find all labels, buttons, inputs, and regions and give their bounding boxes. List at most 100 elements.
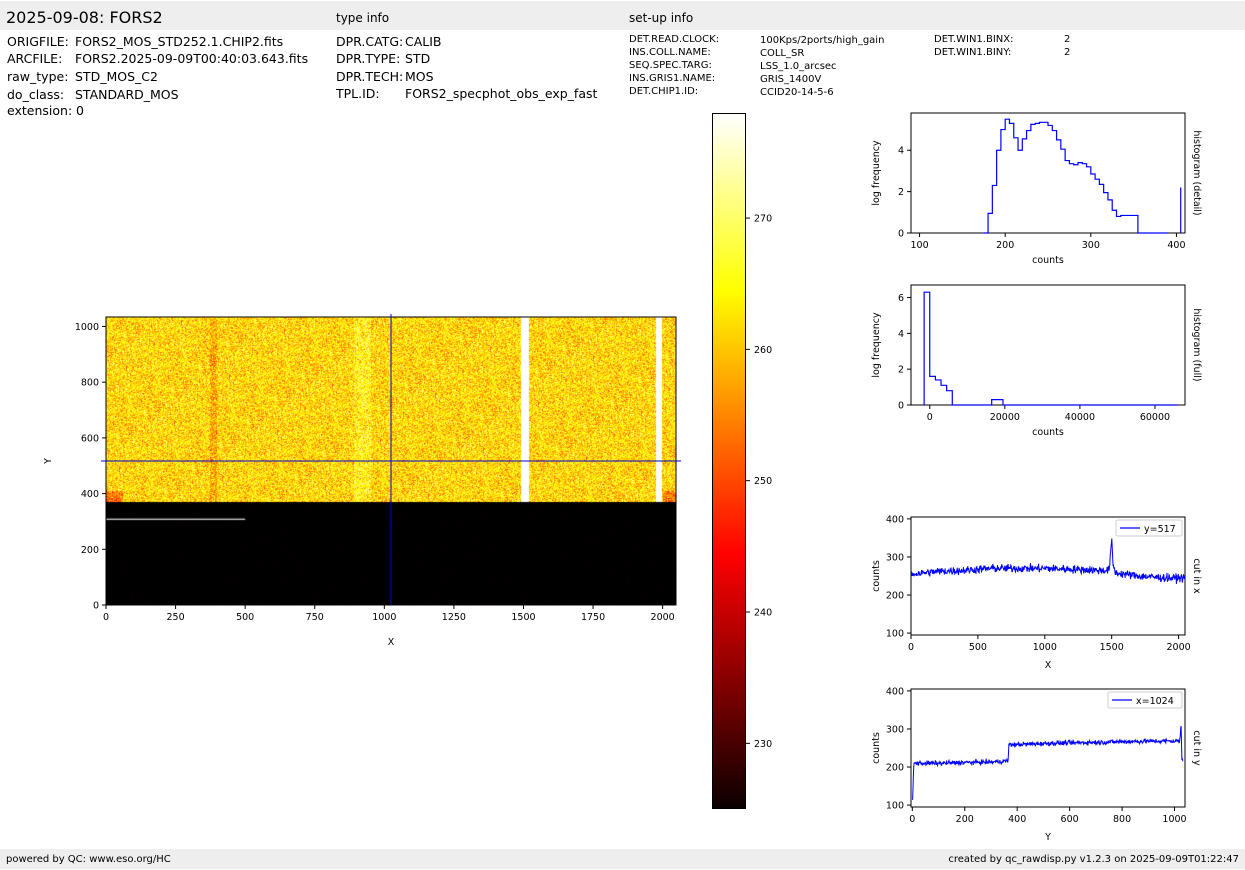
y-tick-label: 800: [81, 378, 99, 389]
cut-x-frame: [910, 516, 1186, 636]
y-tick-label: 0: [93, 601, 99, 612]
x-axis-label: Y: [1044, 832, 1051, 843]
x-tick-label: 1250: [442, 612, 466, 623]
y-tick-label: 6: [898, 293, 904, 304]
file-info-key: raw_type:: [7, 69, 69, 84]
setup-info-key: INS.GRIS1.NAME:: [629, 73, 716, 84]
x-tick-label: 1500: [1100, 642, 1124, 653]
x-tick-label: 250: [167, 612, 185, 623]
footer-band: [0, 849, 1245, 869]
y-axis-label: counts: [871, 560, 882, 592]
x-tick-label: 0: [909, 814, 915, 825]
x-tick-label: 750: [306, 612, 324, 623]
setup-info-key: DET.READ.CLOCK:: [629, 34, 720, 45]
y-tick-label: 0: [898, 229, 904, 240]
type-info-key: DPR.CATG:: [336, 34, 404, 49]
setup-info-key: DET.CHIP1.ID:: [629, 86, 699, 97]
x-tick-label: 0: [103, 612, 109, 623]
x-tick-label: 500: [236, 612, 254, 623]
x-tick-label: 400: [1167, 240, 1185, 251]
x-tick-label: 60000: [1140, 412, 1170, 423]
setup-info-value: CCID20-14-5-6: [760, 87, 834, 98]
x-tick-label: 1000: [372, 612, 396, 623]
setup-info-value: 2: [1064, 47, 1071, 58]
y-tick-label: 200: [886, 763, 904, 774]
setup-info-value: COLL_SR: [760, 48, 805, 59]
file-info-value: FORS2.2025-09-09T00:40:03.643.fits: [75, 51, 309, 66]
setup-info-value: GRIS_1400V: [760, 74, 822, 85]
x-axis-label: X: [1045, 660, 1052, 671]
y-tick-label: 100: [886, 629, 904, 640]
x-tick-label: 1000: [1033, 642, 1057, 653]
cut-y-series: [912, 725, 1184, 800]
type-info-value: MOS: [405, 69, 434, 84]
colorbar-tick-label: 270: [754, 214, 772, 225]
file-info-key: do_class:: [7, 87, 65, 102]
histogram-series: [923, 291, 1178, 406]
x-tick-label: 200: [996, 240, 1014, 251]
file-info-value: STD_MOS_C2: [75, 69, 158, 84]
cut-y-frame: [910, 688, 1186, 808]
y-axis-label: counts: [871, 732, 882, 764]
x-tick-label: 800: [1113, 814, 1131, 825]
x-tick-label: 1000: [1162, 814, 1186, 825]
x-axis-label: X: [388, 637, 395, 648]
y-tick-label: 4: [898, 146, 904, 157]
type-info-heading: type info: [336, 11, 390, 25]
type-info-key: DPR.TECH:: [336, 69, 404, 84]
y-tick-label: 300: [886, 552, 904, 563]
colorbar-tick-label: 240: [754, 608, 772, 619]
x-axis-label: counts: [1032, 255, 1064, 266]
setup-info-heading: set-up info: [629, 11, 694, 25]
file-info-value: STANDARD_MOS: [75, 87, 179, 102]
y-tick-label: 400: [886, 514, 904, 525]
legend-label: y=517: [1144, 524, 1176, 535]
y-tick-label: 4: [898, 329, 904, 340]
file-info-key: ORIGFILE:: [7, 34, 69, 49]
y-tick-label: 2: [898, 187, 904, 198]
y-tick-label: 300: [886, 724, 904, 735]
colorbar-tick-label: 230: [754, 739, 772, 750]
setup-info-value: 2: [1064, 34, 1071, 45]
y-axis-label: log frequency: [871, 140, 882, 206]
footer-created-by: created by qc_rawdisp.py v1.2.3 on 2025-…: [948, 854, 1239, 865]
type-info-value: FORS2_specphot_obs_exp_fast: [405, 86, 598, 101]
colorbar-tick-label: 250: [754, 476, 772, 487]
colorbar: [712, 113, 746, 809]
setup-info-key: DET.WIN1.BINY:: [934, 47, 1012, 58]
y-tick-label: 2: [898, 365, 904, 376]
y-tick-label: 600: [81, 433, 99, 444]
y-axis-label: log frequency: [871, 312, 882, 378]
file-info-value: FORS2_MOS_STD252.1.CHIP2.fits: [75, 34, 284, 49]
cut-x-series: [910, 538, 1186, 585]
footer-powered-by: powered by QC: www.eso.org/HC: [6, 854, 171, 865]
x-tick-label: 1750: [581, 612, 605, 623]
legend-box: [1115, 519, 1183, 537]
file-info-key: ARCFILE:: [7, 51, 63, 66]
hist-detail-frame: [910, 112, 1186, 234]
setup-info-key: DET.WIN1.BINX:: [934, 34, 1014, 45]
type-info-key: TPL.ID:: [336, 86, 380, 101]
x-tick-label: 100: [910, 240, 928, 251]
x-tick-label: 1500: [511, 612, 535, 623]
page-title: 2025-09-08: FORS2: [6, 8, 163, 27]
file-info-key: extension:: [7, 103, 73, 118]
x-tick-label: 500: [969, 642, 987, 653]
colorbar-tick-label: 260: [754, 345, 772, 356]
x-tick-label: 40000: [1065, 412, 1095, 423]
legend-box: [1107, 691, 1183, 709]
y-axis-label: Y: [43, 458, 54, 465]
y-tick-label: 200: [81, 545, 99, 556]
file-info-value: 0: [76, 103, 84, 118]
y-tick-label: 1000: [75, 322, 99, 333]
type-info-value: STD: [405, 51, 431, 66]
x-tick-label: 0: [908, 642, 914, 653]
x-axis-label: counts: [1032, 427, 1064, 438]
header-band: [0, 1, 1245, 30]
histogram-series: [983, 118, 1168, 234]
x-tick-label: 600: [1061, 814, 1079, 825]
x-tick-label: 0: [927, 412, 933, 423]
hist-full-frame: [910, 284, 1186, 406]
x-tick-label: 20000: [990, 412, 1020, 423]
